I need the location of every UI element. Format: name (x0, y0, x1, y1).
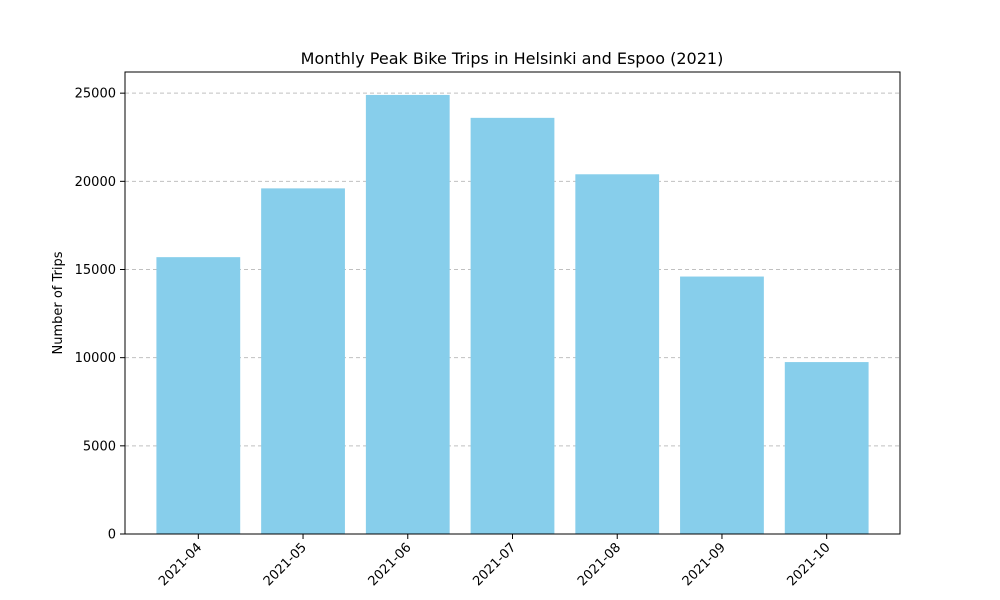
y-tick-label: 20000 (75, 175, 116, 190)
y-tick-label: 10000 (75, 351, 116, 366)
bar-2021-05 (261, 188, 345, 534)
x-tick-label: 2021-06 (366, 540, 415, 589)
x-tick-label: 2021-07 (470, 540, 519, 589)
x-tick-label: 2021-09 (680, 540, 729, 589)
x-tick-label: 2021-04 (156, 540, 205, 589)
x-tick-label: 2021-05 (261, 540, 310, 589)
y-tick-label: 25000 (75, 87, 116, 102)
bars (156, 94, 869, 535)
y-tick-label: 5000 (83, 439, 116, 454)
bar-2021-06 (365, 94, 450, 534)
bar-2021-09 (680, 276, 764, 534)
y-tick-label: 15000 (75, 263, 116, 278)
bar-2021-10 (784, 362, 869, 534)
x-tick-label: 2021-08 (575, 540, 624, 589)
x-tick-label: 2021-10 (784, 540, 833, 589)
y-axis-label: Number of Trips (51, 251, 66, 354)
y-tick-label: 0 (108, 528, 116, 543)
bar-2021-04 (156, 257, 241, 534)
bar-2021-08 (575, 174, 660, 534)
y-axis-ticks: 0 5000 10000 15000 20000 25000 (75, 87, 125, 543)
chart-title: Monthly Peak Bike Trips in Helsinki and … (301, 49, 724, 68)
bar-2021-07 (470, 117, 555, 535)
x-axis-ticks: 2021-04 2021-05 2021-06 2021-07 2021-08 2021-… (156, 534, 834, 589)
